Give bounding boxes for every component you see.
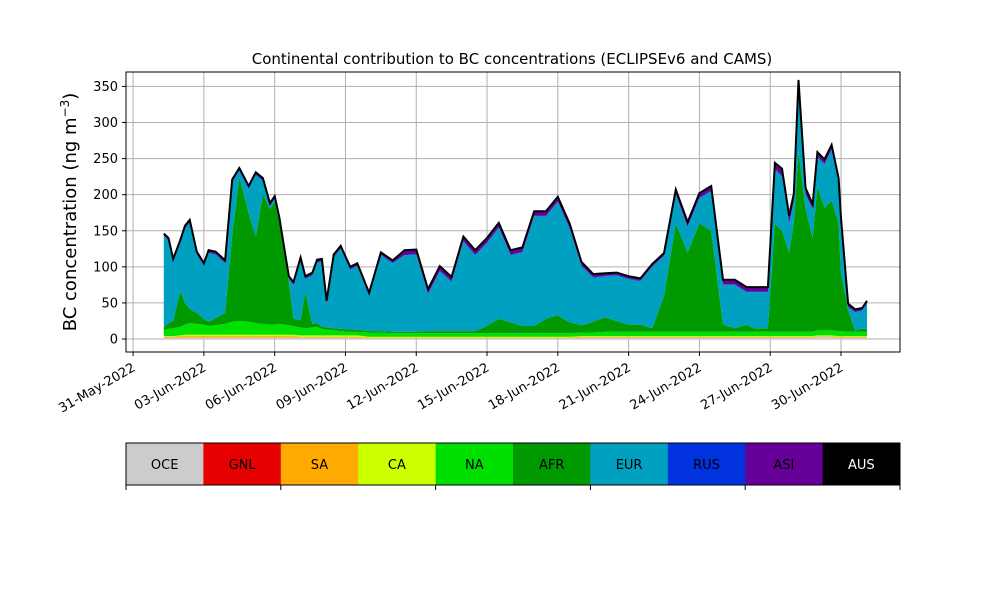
y-axis-label: BC concentration (ng m−3) [58, 93, 81, 332]
plot-frame [125, 71, 901, 353]
chart-title: Continental contribution to BC concentra… [252, 50, 773, 68]
area-oce [163, 336, 868, 339]
x-tick-label-10: 30-Jun-2022 [769, 360, 846, 413]
legend-label-gnl: GNL [229, 458, 257, 473]
x-axis-ticks: 31-May-202203-Jun-202206-Jun-202209-Jun-… [56, 352, 846, 416]
x-tick-label-8: 24-Jun-2022 [628, 360, 705, 413]
x-tick-label-5: 15-Jun-2022 [415, 360, 492, 413]
y-tick-label-7: 350 [93, 80, 118, 95]
legend-label-ca: CA [388, 458, 406, 473]
legend-swatch-gnl [203, 443, 282, 485]
x-tick-label-6: 18-Jun-2022 [486, 360, 563, 413]
area-afr [163, 151, 868, 334]
legend-swatch-sa [280, 443, 359, 485]
legend-swatch-afr [513, 443, 591, 485]
legend-label-sa: SA [311, 458, 328, 473]
stacked-areas [163, 79, 868, 339]
y-tick-label-3: 150 [93, 224, 118, 239]
y-axis-label-sup: −3 [58, 100, 72, 118]
legend-label-na: NA [465, 458, 484, 473]
area-ca [163, 334, 868, 338]
x-tick-label-4: 12-Jun-2022 [344, 360, 421, 413]
y-tick-label-2: 100 [93, 260, 118, 275]
legend-label-eur: EUR [616, 458, 643, 473]
legend-swatch-asi [745, 443, 824, 485]
x-tick-label-3: 09-Jun-2022 [274, 360, 351, 413]
total-outline [163, 79, 868, 311]
legend-label-asi: ASI [773, 458, 794, 473]
area-eur [163, 86, 868, 332]
legend-swatch-oce [126, 443, 204, 485]
y-tick-label-5: 250 [93, 152, 118, 167]
y-tick-label-4: 200 [93, 188, 118, 203]
y-tick-label-6: 300 [93, 116, 118, 131]
legend-swatch-eur [590, 443, 669, 485]
legend-label-afr: AFR [539, 458, 564, 473]
y-axis-label-tail: ) [60, 93, 81, 100]
x-tick-label-1: 03-Jun-2022 [132, 360, 209, 413]
legend-swatch-rus [667, 443, 746, 485]
legend-swatch-na [435, 443, 514, 485]
y-axis-label-main: BC concentration (ng m [60, 117, 81, 331]
x-tick-label-2: 06-Jun-2022 [203, 360, 280, 413]
x-tick-label-9: 27-Jun-2022 [698, 360, 775, 413]
legend-frame [125, 442, 901, 486]
y-axis-ticks: 0 50 100 150 200 250 300 350 [93, 80, 126, 348]
legend-swatch-aus [822, 443, 901, 485]
area-sa [163, 336, 868, 339]
region-legend-colorbar: OCE GNL SA CA NA AFR EUR RUS ASI AUS [125, 442, 901, 490]
legend-label-rus: RUS [693, 458, 720, 473]
legend-label-aus: AUS [848, 458, 875, 473]
area-na [163, 321, 868, 337]
x-tick-label-0: 31-May-2022 [56, 360, 138, 416]
legend-label-oce: OCE [151, 458, 179, 473]
legend-swatch-ca [358, 443, 437, 485]
y-tick-label-1: 50 [101, 296, 118, 311]
x-tick-label-7: 21-Jun-2022 [557, 360, 634, 413]
y-tick-label-0: 0 [110, 333, 118, 348]
